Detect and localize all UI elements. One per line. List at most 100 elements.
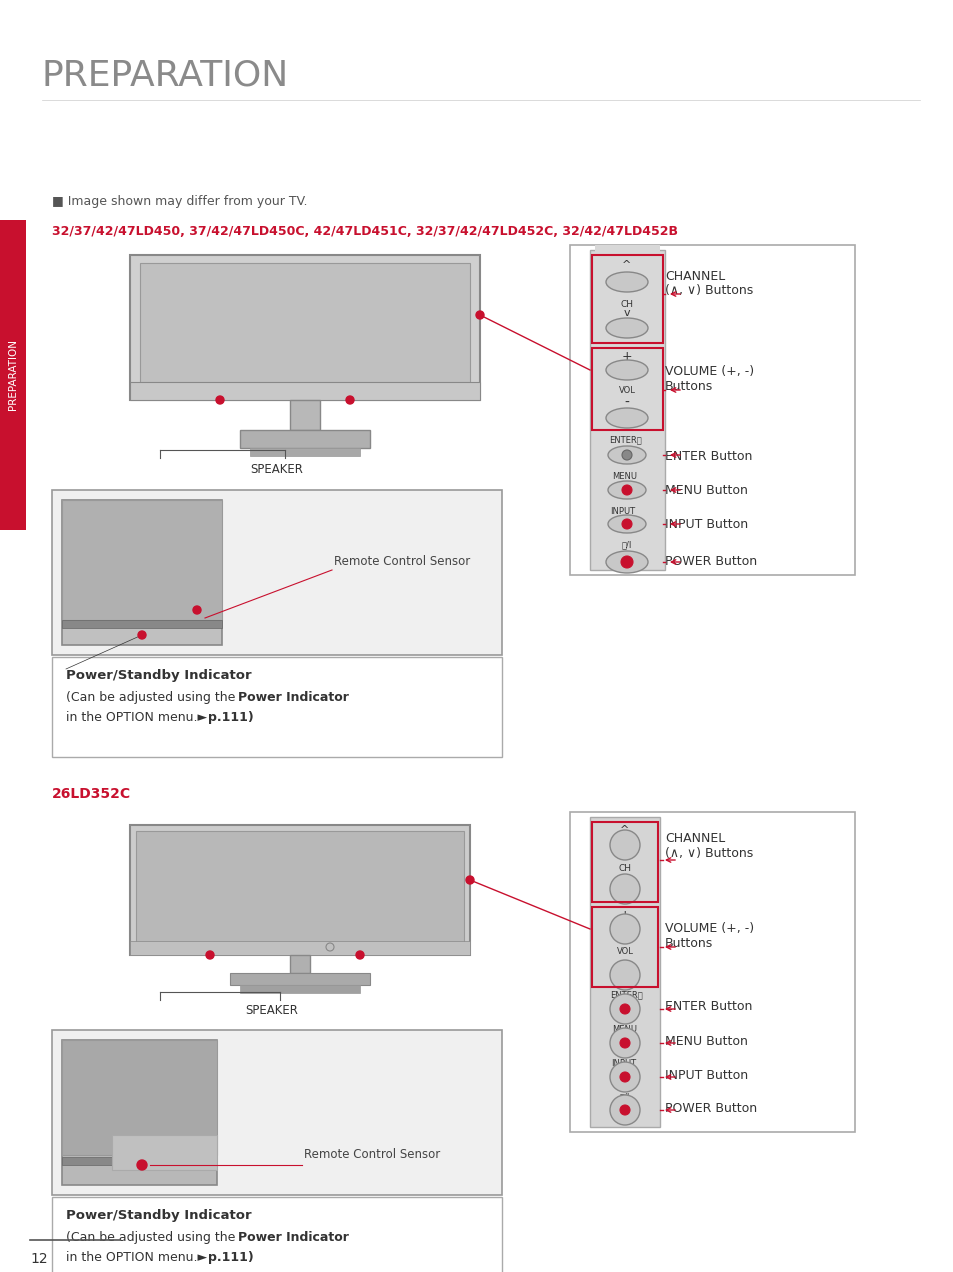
Text: INPUT Button: INPUT Button xyxy=(664,518,747,530)
Bar xyxy=(592,907,658,987)
Bar xyxy=(52,490,501,655)
Circle shape xyxy=(619,1038,629,1048)
Bar xyxy=(112,1135,216,1170)
Bar xyxy=(240,985,359,993)
Circle shape xyxy=(619,1105,629,1116)
Text: in the OPTION menu.►: in the OPTION menu.► xyxy=(66,711,207,724)
Text: MENU Button: MENU Button xyxy=(664,1035,747,1048)
Bar xyxy=(62,1040,216,1186)
Bar xyxy=(52,658,501,757)
Ellipse shape xyxy=(607,446,645,464)
Text: Remote Control Sensor: Remote Control Sensor xyxy=(334,555,470,569)
Text: v: v xyxy=(621,873,628,881)
Circle shape xyxy=(346,396,354,404)
Text: PREPARATION: PREPARATION xyxy=(42,59,289,92)
Text: MENU: MENU xyxy=(612,472,637,481)
Text: Buttons: Buttons xyxy=(664,380,713,393)
Bar xyxy=(62,500,222,645)
Text: SPEAKER: SPEAKER xyxy=(250,463,302,476)
Circle shape xyxy=(619,1004,629,1014)
Text: CHANNEL: CHANNEL xyxy=(664,270,724,282)
Text: CH: CH xyxy=(619,300,633,309)
Text: -: - xyxy=(622,955,627,969)
Text: Buttons: Buttons xyxy=(664,937,713,950)
Text: Remote Control Sensor: Remote Control Sensor xyxy=(304,1149,439,1161)
Bar xyxy=(595,245,659,254)
Text: SPEAKER: SPEAKER xyxy=(245,1004,297,1018)
Text: VOL: VOL xyxy=(616,946,633,957)
Text: (∧, ∨) Buttons: (∧, ∨) Buttons xyxy=(664,847,753,860)
Circle shape xyxy=(621,450,631,460)
Text: +: + xyxy=(621,350,632,363)
Text: Power Indicator: Power Indicator xyxy=(237,691,349,703)
Bar xyxy=(569,245,854,575)
Text: INPUT: INPUT xyxy=(610,1060,636,1068)
Bar xyxy=(62,619,222,628)
Bar xyxy=(592,254,662,343)
Text: ■ Image shown may differ from your TV.: ■ Image shown may differ from your TV. xyxy=(52,195,307,209)
Circle shape xyxy=(609,915,639,944)
Text: ENTER Button: ENTER Button xyxy=(664,1000,752,1013)
Text: Power/Standby Indicator: Power/Standby Indicator xyxy=(66,1208,252,1222)
Circle shape xyxy=(609,1062,639,1091)
Circle shape xyxy=(193,605,201,614)
Ellipse shape xyxy=(605,272,647,293)
Circle shape xyxy=(206,951,213,959)
Text: +: + xyxy=(619,909,630,922)
Circle shape xyxy=(476,310,483,319)
Text: p.111): p.111) xyxy=(208,711,253,724)
Circle shape xyxy=(609,831,639,860)
Text: MENU Button: MENU Button xyxy=(664,485,747,497)
Bar xyxy=(130,826,470,955)
Text: INPUT Button: INPUT Button xyxy=(664,1068,747,1082)
Bar xyxy=(52,1197,501,1272)
Text: 32/37/42/47LD450, 37/42/47LD450C, 42/47LD451C, 32/37/42/47LD452C, 32/42/47LD452B: 32/37/42/47LD450, 37/42/47LD450C, 42/47L… xyxy=(52,225,678,238)
Bar xyxy=(62,1158,216,1165)
Text: ENTERⓄ: ENTERⓄ xyxy=(608,435,641,444)
Bar xyxy=(240,430,370,448)
Bar xyxy=(592,822,658,902)
Circle shape xyxy=(609,993,639,1024)
Text: v: v xyxy=(623,308,630,318)
Text: ⏻/I: ⏻/I xyxy=(619,1091,630,1102)
Ellipse shape xyxy=(607,481,645,499)
Circle shape xyxy=(609,1095,639,1124)
Text: Power Indicator: Power Indicator xyxy=(237,1231,349,1244)
Text: PREPARATION: PREPARATION xyxy=(8,340,18,411)
Bar xyxy=(592,349,662,430)
Text: in the OPTION menu.►: in the OPTION menu.► xyxy=(66,1250,207,1264)
Circle shape xyxy=(621,519,631,529)
Bar xyxy=(130,254,479,399)
Bar xyxy=(290,399,319,430)
Text: POWER Button: POWER Button xyxy=(664,555,757,569)
Text: VOLUME (+, -): VOLUME (+, -) xyxy=(664,365,753,378)
Bar xyxy=(130,941,470,955)
Text: (∧, ∨) Buttons: (∧, ∨) Buttons xyxy=(664,284,753,296)
Bar xyxy=(250,448,359,455)
Circle shape xyxy=(355,951,364,959)
Circle shape xyxy=(609,874,639,904)
Bar xyxy=(140,263,470,388)
Bar xyxy=(290,955,310,973)
Text: -: - xyxy=(624,396,629,410)
Text: ENTERⓄ: ENTERⓄ xyxy=(609,990,642,999)
Ellipse shape xyxy=(605,551,647,572)
Circle shape xyxy=(465,876,474,884)
Text: Power/Standby Indicator: Power/Standby Indicator xyxy=(66,669,252,682)
Circle shape xyxy=(620,556,633,569)
Bar xyxy=(62,1040,216,1155)
Text: ^: ^ xyxy=(621,259,631,270)
Text: POWER Button: POWER Button xyxy=(664,1102,757,1116)
Circle shape xyxy=(215,396,224,404)
Bar xyxy=(589,251,664,570)
Circle shape xyxy=(326,943,334,951)
Circle shape xyxy=(137,1160,147,1170)
Bar xyxy=(589,817,659,1127)
Text: CH: CH xyxy=(618,864,631,873)
Bar xyxy=(569,812,854,1132)
Text: 12: 12 xyxy=(30,1252,48,1266)
Ellipse shape xyxy=(607,515,645,533)
Circle shape xyxy=(619,1072,629,1082)
Ellipse shape xyxy=(605,318,647,338)
Text: CHANNEL: CHANNEL xyxy=(664,832,724,845)
